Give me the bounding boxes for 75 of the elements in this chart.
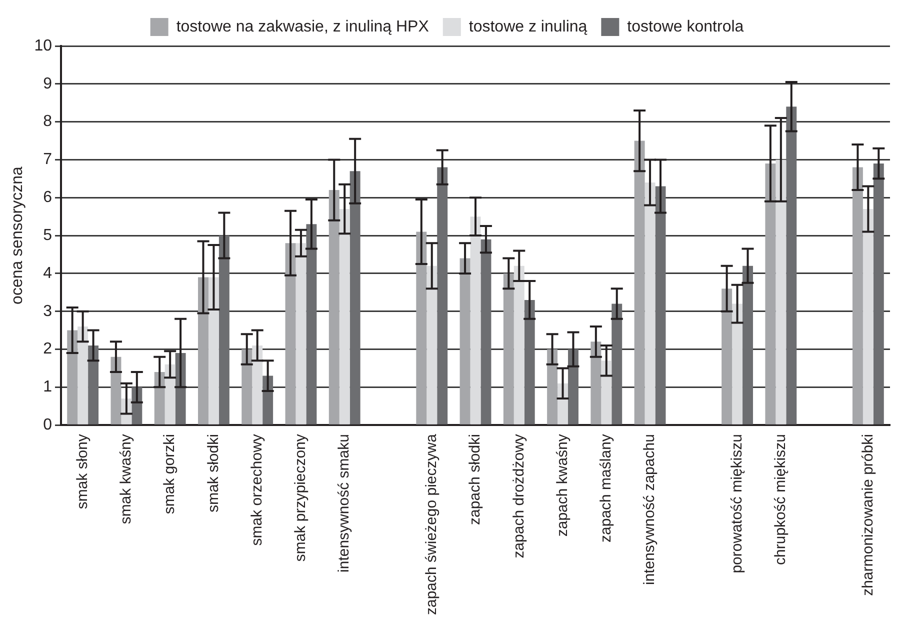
x-tick-label: intensywność smaku [336,434,353,572]
bar [285,243,296,424]
bar [88,345,99,424]
y-tick-label: 1 [43,378,52,396]
bar [78,326,88,424]
bar [242,349,252,424]
y-tick-label: 4 [43,264,52,282]
bar [732,304,743,424]
bar [514,266,524,424]
bar [339,209,350,424]
bar [765,164,776,424]
bar [612,304,622,424]
x-tick-label: zharmonizowanie próbki [859,434,876,596]
bar [776,160,786,424]
x-tick-label: zapach słodki [466,434,484,525]
x-tick-label: smak słony [74,434,91,510]
bar [67,330,78,424]
bar [262,376,274,424]
y-tick-label: 2 [43,340,52,358]
bar [547,349,558,424]
x-tick-label: zapach maślany [598,434,615,542]
bar [503,273,514,424]
bar [252,345,263,424]
bar [862,209,874,424]
x-tick-label: smak orzechowy [248,434,266,546]
y-tick-label: 10 [34,37,52,54]
bar [198,277,208,424]
bar [786,106,797,424]
bar [306,224,317,424]
bar [416,232,427,424]
legend-label: tostowe na zakwasie, z inuliną HPX [176,18,430,36]
legend-label: tostowe z inuliną [468,18,588,36]
y-tick-label: 3 [43,302,52,320]
y-tick-label: 7 [43,151,52,168]
bar [655,186,666,424]
bar [524,300,535,424]
x-tick-label: smak przypieczony [292,434,310,562]
bar [208,277,219,424]
y-tick-label: 0 [43,416,52,434]
y-axis-title: ocena sensoryczna [9,166,26,304]
bar [164,364,176,424]
bar [644,182,656,424]
y-tick-label: 6 [43,189,52,206]
bar [426,266,438,424]
bar [601,360,612,424]
bar [350,171,360,424]
x-tick-label: intensywność zapachu [641,434,658,586]
bar [634,140,645,424]
bar [460,258,470,424]
x-tick-label: zapach drożdżowy [510,434,528,558]
x-tick-label: smak słodki [204,434,222,512]
bar [328,190,340,424]
bar [480,239,492,424]
bar [742,266,753,424]
bar [110,356,122,424]
x-tick-label: zapach świeżego pieczywa [423,433,440,616]
legend-label: tostowe kontrola [627,18,744,36]
bar [154,372,165,424]
y-tick-label: 8 [43,113,52,130]
bar [470,216,481,424]
bar [852,167,863,424]
bar [568,349,578,424]
bar [218,236,230,424]
y-tick-label: 9 [43,75,52,92]
x-tick-label: chrupkość miękiszu [772,434,790,565]
x-tick-label: porowatość miękiszu [728,434,746,574]
y-tick-label: 5 [43,226,52,244]
bar [722,288,732,424]
bar [590,342,602,424]
x-tick-label: zapach kwaśny [554,434,571,537]
x-tick-label: smak gorzki [161,434,178,514]
bar [296,243,306,424]
bar [873,164,884,424]
bar [437,167,448,424]
x-tick-label: smak kwaśny [118,434,135,524]
